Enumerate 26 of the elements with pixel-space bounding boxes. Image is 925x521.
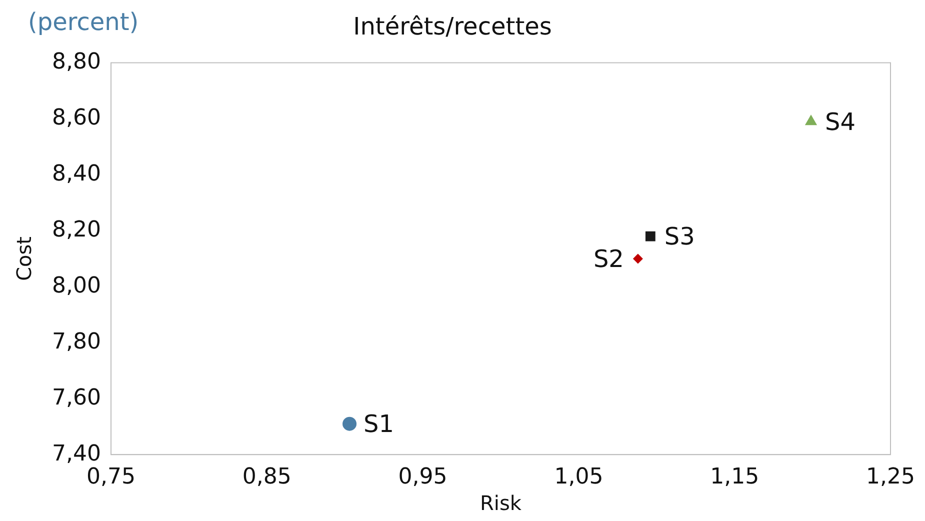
series-label: S4 xyxy=(824,108,856,136)
point xyxy=(632,254,643,264)
chart-title: Intérêts/recettes xyxy=(353,12,552,41)
x-tick-label: 0,95 xyxy=(398,464,448,490)
text: (percent) xyxy=(28,8,139,36)
point xyxy=(645,231,656,242)
y-tick-label: 7,40 xyxy=(52,441,101,466)
y-tick-label: 8,80 xyxy=(52,50,101,75)
series-label: S3 xyxy=(664,222,695,251)
y-tick-label: 8,40 xyxy=(52,161,101,186)
y-tick-label: 8,00 xyxy=(52,273,101,298)
y-tick-label: 7,60 xyxy=(52,385,101,410)
y-tick-label: 8,20 xyxy=(52,217,101,242)
y-tick-label: 7,80 xyxy=(52,329,101,354)
x-tick-label: 1,25 xyxy=(866,464,915,490)
x-tick-label: 0,85 xyxy=(242,464,292,490)
x-axis-title: Risk xyxy=(480,491,522,516)
point xyxy=(342,416,357,431)
x-tick-label: 1,05 xyxy=(554,464,604,490)
y-tick-label: 8,60 xyxy=(52,105,101,130)
x-tick-label: 1,15 xyxy=(710,464,760,490)
y-axis-title: Cost xyxy=(12,236,36,281)
x-tick-label: 0,75 xyxy=(86,464,136,490)
series-label: S1 xyxy=(364,410,394,438)
point xyxy=(804,114,818,126)
series-label: S2 xyxy=(593,244,624,273)
